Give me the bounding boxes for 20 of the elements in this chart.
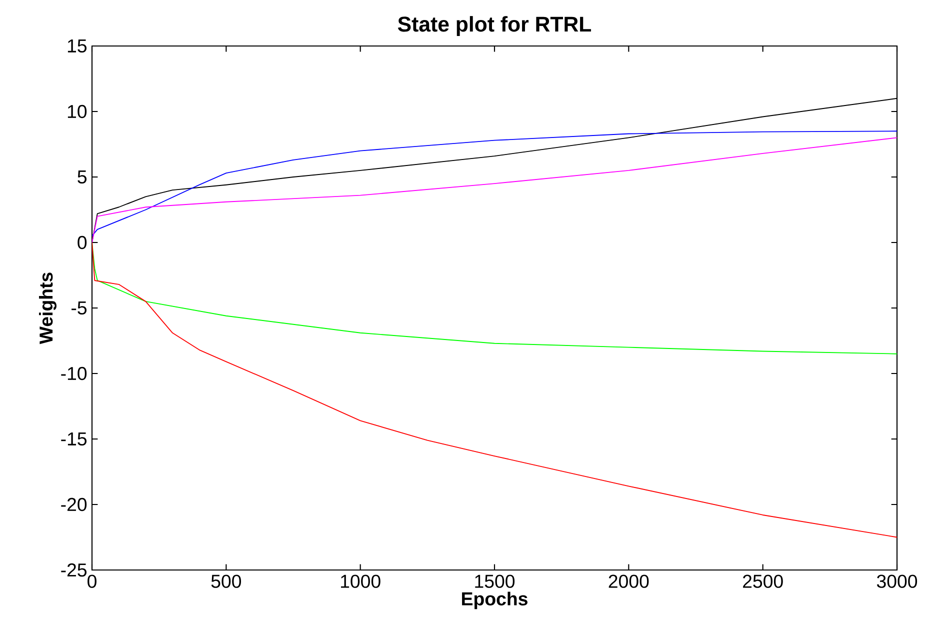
x-tick-label: 3000 [876, 574, 918, 588]
y-tick-label: 0 [78, 236, 87, 250]
x-tick-label: 1500 [475, 574, 515, 588]
x-axis-title: Epochs [462, 592, 528, 610]
x-tick-label: 0 [88, 574, 96, 588]
x-tick-label: 2000 [608, 574, 649, 588]
x-tick-label: 1000 [340, 574, 380, 588]
y-tick-label: -25 [61, 563, 87, 577]
y-tick-label: -10 [61, 366, 87, 380]
y-tick-label: -15 [61, 432, 87, 446]
y-axis-title: Weights [39, 272, 56, 344]
y-tick-label: -20 [61, 498, 87, 512]
chart-title: State plot for RTRL [398, 16, 592, 36]
y-tick-label: 5 [78, 170, 87, 184]
y-tick-label: 10 [68, 104, 87, 118]
x-tick-label: 500 [211, 574, 242, 588]
y-tick-label: 15 [68, 39, 87, 53]
line-series [92, 242, 898, 538]
y-tick-label: -5 [72, 301, 87, 315]
x-tick-label: 2500 [743, 574, 783, 588]
